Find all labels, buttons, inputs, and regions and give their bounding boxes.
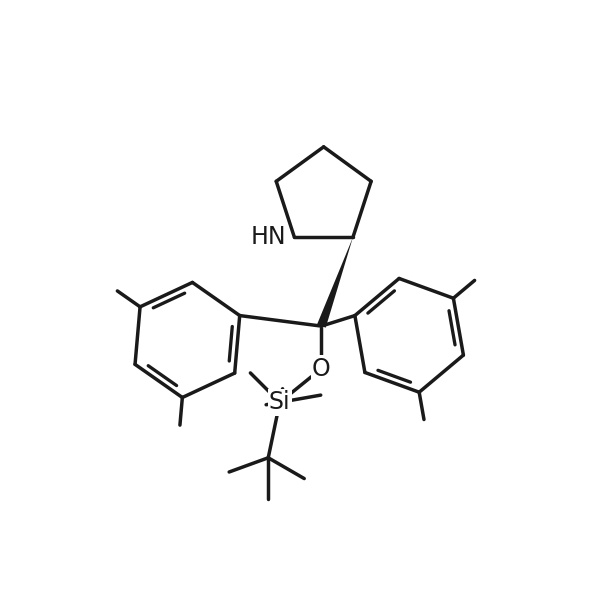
Polygon shape [317,237,353,328]
Text: O: O [312,356,331,380]
Text: Si: Si [269,391,290,415]
Text: HN: HN [251,225,287,249]
